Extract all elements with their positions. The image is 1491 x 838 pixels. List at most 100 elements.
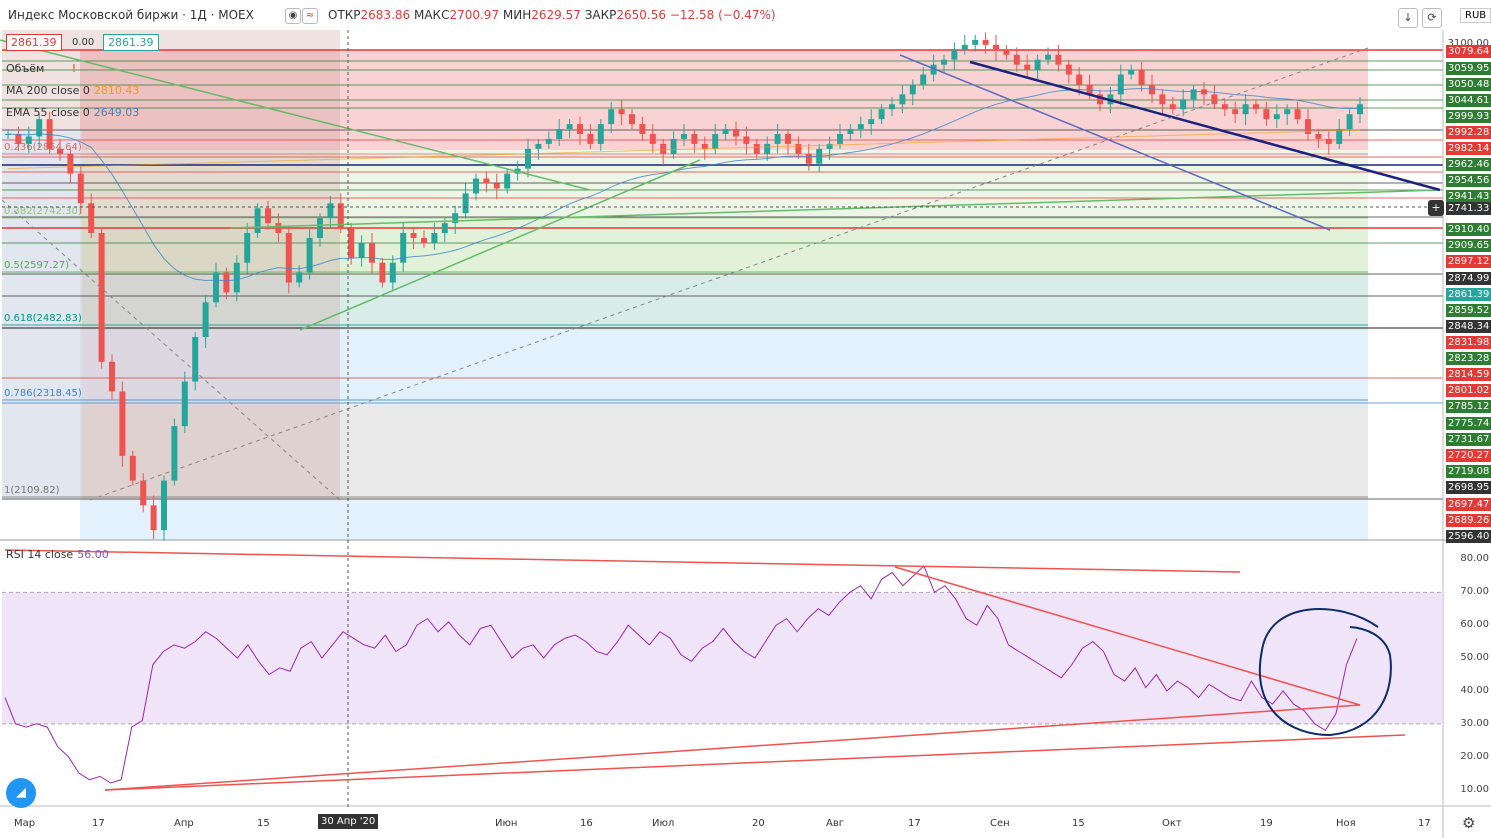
candle-body xyxy=(1346,114,1353,130)
symbol-title[interactable]: Индекс Московской биржи · 1Д · MOEX xyxy=(8,8,254,22)
plus-icon[interactable]: + xyxy=(1428,200,1444,216)
price-axis-label: 2954.56 xyxy=(1446,174,1491,187)
candle-body xyxy=(649,133,656,144)
candle-body xyxy=(119,391,126,456)
price-axis-label: 2861.39 xyxy=(1446,288,1491,301)
candle-body xyxy=(1336,129,1343,144)
candle-body xyxy=(1003,49,1010,55)
rsi-tick-label: 40.00 xyxy=(1460,684,1489,696)
candle-body xyxy=(566,124,573,130)
ask-badge[interactable]: 2861.39 xyxy=(103,34,159,51)
fib-label: 0.618(2482.83) xyxy=(4,313,82,324)
price-axis-label: 2874.99 xyxy=(1446,272,1491,285)
time-axis-label: Апр xyxy=(174,818,194,829)
rsi-legend[interactable]: RSI 14 close 56.00 xyxy=(6,548,109,561)
time-axis-label: 15 xyxy=(257,818,270,829)
fullscreen-icon[interactable]: ⟳ xyxy=(1422,8,1442,28)
time-axis-label: Авг xyxy=(826,818,844,829)
price-axis-label: 3059.95 xyxy=(1446,62,1491,75)
candle-body xyxy=(1325,138,1332,144)
candle-body xyxy=(1242,104,1249,115)
candle-body xyxy=(1065,64,1072,75)
candle-body xyxy=(306,237,313,273)
rsi-circle-annotation xyxy=(1258,608,1392,737)
time-axis-label: 20 xyxy=(752,818,765,829)
candle-body xyxy=(348,228,355,258)
candle-body xyxy=(421,237,427,243)
candle-body xyxy=(36,119,43,137)
indicator-ma200[interactable]: MA 200 close 0 2810.43 xyxy=(6,84,139,97)
tradingview-logo-icon[interactable]: ◢ xyxy=(6,778,36,808)
time-axis-label: Окт xyxy=(1162,818,1182,829)
candle-body xyxy=(1169,104,1176,110)
candle-body xyxy=(629,114,635,125)
candle-body xyxy=(1305,119,1311,134)
candle-body xyxy=(254,208,261,234)
candle-body xyxy=(1024,64,1031,70)
candle-body xyxy=(161,480,167,531)
settings-icon[interactable]: ⚙ xyxy=(1462,814,1476,832)
fib-label: 0.236(2854.64) xyxy=(4,142,82,153)
open-value: 2683.86 xyxy=(360,8,411,22)
fib-label: 0.382(2742.30) xyxy=(4,206,82,217)
candle-body xyxy=(982,39,989,45)
candle-body xyxy=(1159,94,1166,105)
alert-icon[interactable]: ! xyxy=(71,62,77,75)
candle-body xyxy=(410,233,417,238)
arrow-down-icon[interactable]: ↓ xyxy=(1398,8,1418,28)
rsi-tick-label: 80.00 xyxy=(1460,553,1489,565)
time-axis-label: Июн xyxy=(495,818,518,829)
candle-body xyxy=(785,133,791,144)
candle-body xyxy=(1097,94,1103,105)
indicator-ma200-label: MA 200 close 0 xyxy=(6,84,90,97)
candle-body xyxy=(795,143,802,154)
candle-body xyxy=(743,136,750,144)
price-axis-label: 2801.02 xyxy=(1446,384,1491,397)
candle-body xyxy=(265,208,271,224)
low-label: МИН xyxy=(502,8,532,22)
time-axis-label: 17 xyxy=(1418,818,1431,829)
time-axis-label: 19 xyxy=(1260,818,1273,829)
rsi-trend-line xyxy=(104,734,1406,791)
candle-body xyxy=(712,133,719,149)
indicator-volume[interactable]: Объём ! xyxy=(6,62,76,75)
rsi-tick-label: 30.00 xyxy=(1460,717,1489,729)
candle-body xyxy=(327,203,334,219)
indicator-ema55[interactable]: EMA 55 close 0 2649.03 xyxy=(6,106,139,119)
candle-body xyxy=(379,262,386,283)
price-axis-label: 2741.33 xyxy=(1446,202,1491,215)
candle-body xyxy=(1232,109,1239,115)
trend-line xyxy=(229,189,1441,229)
compare-icon[interactable]: ≈ xyxy=(302,8,318,24)
price-axis-label: 2831.98 xyxy=(1446,336,1491,349)
ohlc-readout: ОТКР2683.86 МАКС2700.97 МИН2629.57 ЗАКР2… xyxy=(328,8,776,22)
price-tick-label: 3100.00 xyxy=(1447,38,1489,49)
price-axis-label: 3044.61 xyxy=(1446,94,1491,107)
bid-badge[interactable]: 2861.39 xyxy=(6,34,62,51)
candle-body xyxy=(1211,94,1218,105)
eye-icon[interactable]: ◉ xyxy=(285,8,301,24)
candle-body xyxy=(930,64,937,75)
candle-body xyxy=(1221,104,1228,110)
candle-body xyxy=(504,173,511,189)
candle-body xyxy=(129,455,136,481)
candle-body xyxy=(1263,109,1270,120)
candle-body xyxy=(473,178,479,194)
candle-body xyxy=(233,262,240,293)
rsi-label: RSI 14 close xyxy=(6,548,74,561)
candle-body xyxy=(1045,54,1051,60)
candle-body xyxy=(826,143,833,149)
candle-body xyxy=(1128,69,1135,75)
candle-body xyxy=(1190,89,1197,100)
trend-line xyxy=(0,39,591,191)
price-axis-label: 3079.64 xyxy=(1446,45,1491,58)
candle-body xyxy=(1294,109,1301,120)
fib-band xyxy=(80,500,1368,540)
candle-body xyxy=(1180,99,1187,110)
candle-body xyxy=(67,153,74,174)
price-axis-label: 2596.40 xyxy=(1446,530,1491,543)
currency-badge[interactable]: RUB xyxy=(1460,8,1491,23)
price-axis-label: 2785.12 xyxy=(1446,400,1491,413)
fib-band xyxy=(80,330,1368,405)
